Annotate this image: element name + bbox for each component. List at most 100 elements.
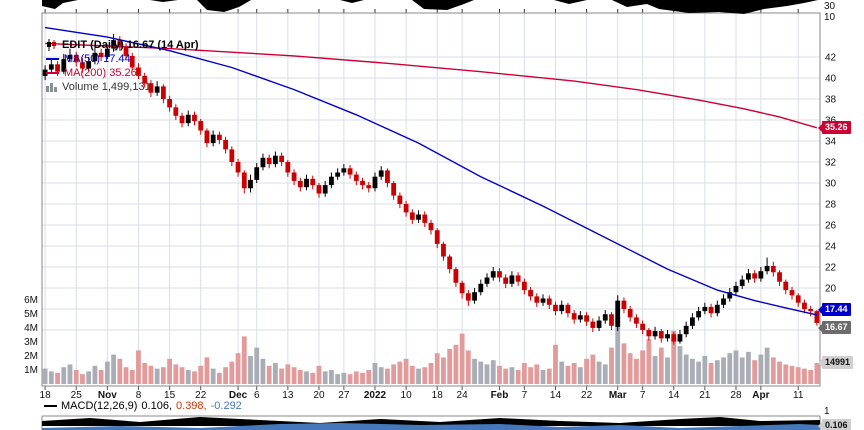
candle-body [441,243,446,257]
x-axis-label: Feb [491,390,509,401]
volume-bar [777,361,782,384]
candle-body [683,325,689,335]
candle-body [341,168,347,173]
x-axis-label: 22 [195,390,207,401]
x-axis-label: 8 [136,390,142,401]
candle-body [322,185,328,194]
volume-bar [596,361,602,384]
x-axis-label: 25 [71,390,83,401]
volume-bar [814,363,820,384]
candle-body [192,114,197,122]
candle-body [789,290,795,296]
candle-body [777,272,782,282]
price-axis-label: 26 [825,221,837,232]
volume-bar [559,361,565,384]
candle-body [353,174,359,181]
candle-body [86,61,92,69]
volume-bar [260,358,266,384]
candle-body [378,170,384,177]
price-axis-label: 24 [825,242,837,253]
volume-bar [465,350,471,384]
x-axis-label: 18 [40,390,52,401]
volume-bar [322,371,328,384]
macd-axis-label: 1 [824,406,830,417]
candle-body [783,281,789,291]
candle-body [360,180,365,186]
volume-bar [142,363,148,384]
volume-bar [273,363,278,384]
volume-bar [360,372,365,384]
volume-bars-icon [46,83,57,92]
price-axis-label: 22 [825,263,837,274]
candle-body [503,277,509,284]
volume-bar [92,365,98,384]
candle-body [148,83,154,93]
x-axis-label: 27 [338,390,350,401]
volume-axis-label: 6M [24,295,38,306]
volume-bar [602,364,608,384]
candle-body [80,62,85,69]
volume-bar [472,358,477,384]
volume-bar [478,361,484,384]
ma200-line-icon [46,72,59,74]
volume-bar [154,368,160,384]
candle-body [385,170,390,183]
volume-bar [553,344,558,384]
candle-body [123,47,129,56]
volume-bar [104,361,110,384]
volume-bar [403,358,409,384]
x-axis-label: 22 [581,390,593,401]
volume-bar [770,357,776,384]
x-axis-label: 28 [730,390,742,401]
volume-axis-label: 1M [24,365,38,376]
symbol-legend-row: EDIT (Daily) 16.67 (14 Apr) [46,38,199,52]
volume-bar [727,353,733,384]
volume-bar [67,364,73,384]
volume-bar [173,364,179,384]
candle-body [73,54,79,63]
candle-body [129,55,135,68]
candle-body [304,178,309,188]
candle-body [198,121,204,131]
volume-bar [86,371,92,384]
volume-legend-label: Volume 1,499,131 [62,81,151,93]
volume-bar [646,339,652,384]
candle-body [42,69,48,76]
candle-body [48,64,54,70]
x-axis-label: 24 [457,390,469,401]
candle-body [490,271,496,278]
candle-body [802,302,807,309]
candle-body [577,315,583,320]
volume-bar [714,360,720,384]
volume-bar [521,363,527,384]
volume-bar [160,367,166,384]
candle-body [297,180,303,188]
candle-body [416,214,421,220]
volume-bar [577,367,583,384]
candle-body [714,304,720,314]
candle-body [167,99,172,108]
x-axis-label: 18 [432,390,444,401]
candle-body [459,282,465,294]
x-axis-label: 15 [164,390,176,401]
volume-bar [497,365,502,384]
volume-bar [55,372,60,384]
ma50-legend-row: MA(50) 17.44 [46,52,199,66]
volume-bar [746,351,751,384]
volume-bar [310,372,316,384]
volume-bar [677,346,683,384]
volume-bar [397,361,403,384]
volume-bar [422,367,428,384]
candle-body [154,86,160,93]
volume-marker: 14991 [817,356,854,369]
volume-bar [802,368,807,384]
volume-bar [484,364,490,384]
x-axis-label: 7 [522,390,528,401]
candle-body [117,40,123,48]
x-axis-label: Apr [752,390,769,401]
candle-body [216,134,222,140]
candle-body [677,334,683,342]
candlestick-icon [47,39,56,51]
volume-bar [441,357,446,384]
ma50-line [44,26,818,316]
